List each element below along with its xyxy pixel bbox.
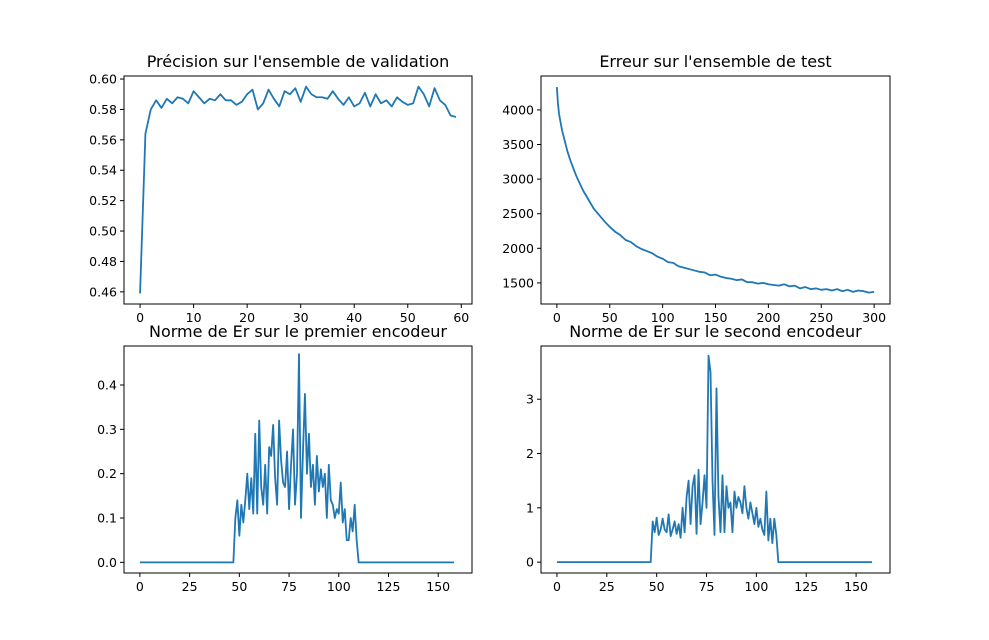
x-tick-label: 25 (182, 579, 198, 594)
chart-panel-4: 0 25 50 75 100 125 150 0 1 2 3 Norme de Er sur le s… (526, 322, 891, 594)
x-tick-label: 100 (651, 310, 675, 325)
axes-frame (123, 345, 473, 574)
axes-frame (123, 75, 473, 305)
x-tick-label: 10 (186, 310, 202, 325)
chart-panel-3: 0 25 50 75 100 125 150 0.0 0.1 0.2 0.3 0.4 Norme de … (97, 322, 473, 594)
x-tick-label: 50 (400, 310, 416, 325)
x-tick-label: 125 (794, 579, 818, 594)
x-tick-label: 50 (602, 310, 618, 325)
x-tick-label: 0 (553, 579, 561, 594)
y-tick-label: 1500 (502, 275, 534, 290)
chart-panel-1: 0 10 20 30 40 50 60 0.46 0.48 0.50 0.52 0.54 0.56 0.5… (89, 52, 473, 325)
x-tick-label: 125 (377, 579, 401, 594)
chart-panel-2: 0 50 100 150 200 250 300 1500 2000 2500 3000 3500 40… (502, 52, 891, 325)
x-tick-label: 100 (327, 579, 351, 594)
y-tick-label: 3500 (502, 137, 534, 152)
x-tick-label: 75 (281, 579, 297, 594)
x-tick-label: 300 (862, 310, 886, 325)
y-tick-label: 0.50 (89, 224, 117, 239)
x-tick-label: 200 (756, 310, 780, 325)
x-tick-label: 60 (453, 310, 469, 325)
chart-title: Norme de Er sur le premier encodeur (149, 322, 447, 341)
x-tick-label: 0 (553, 310, 561, 325)
y-tick-label: 4000 (502, 102, 534, 117)
chart-title: Précision sur l'ensemble de validation (147, 52, 450, 71)
x-tick-label: 25 (599, 579, 615, 594)
y-tick-label: 0.56 (89, 132, 117, 147)
y-tick-label: 0.1 (97, 511, 117, 526)
series-line (556, 354, 873, 564)
x-tick-label: 0 (136, 579, 144, 594)
x-tick-label: 250 (809, 310, 833, 325)
y-tick-label: 3 (526, 392, 534, 407)
x-tick-label: 150 (426, 579, 450, 594)
chart-title: Norme de Er sur le second encodeur (569, 322, 862, 341)
y-tick-label: 0.52 (89, 193, 117, 208)
y-tick-label: 0.60 (89, 72, 117, 87)
y-tick-label: 2000 (502, 241, 534, 256)
x-tick-label: 50 (231, 579, 247, 594)
x-tick-label: 150 (704, 310, 728, 325)
x-tick-label: 30 (293, 310, 309, 325)
y-tick-label: 0.2 (97, 466, 117, 481)
y-tick-label: 3000 (502, 172, 534, 187)
series-line (139, 85, 457, 294)
axes-frame (540, 75, 891, 305)
y-tick-label: 0.46 (89, 284, 117, 299)
y-tick-label: 0.3 (97, 422, 117, 437)
x-tick-label: 50 (649, 579, 665, 594)
axes-frame (540, 345, 891, 574)
chart-title: Erreur sur l'ensemble de test (599, 52, 831, 71)
y-tick-label: 0 (526, 555, 534, 570)
y-tick-label: 1 (526, 500, 534, 515)
y-tick-label: 0.48 (89, 254, 117, 269)
y-tick-label: 2500 (502, 206, 534, 221)
series-line (139, 353, 455, 564)
y-tick-label: 0.4 (97, 378, 117, 393)
x-tick-label: 0 (136, 310, 144, 325)
y-tick-label: 0.58 (89, 102, 117, 117)
x-tick-label: 100 (744, 579, 768, 594)
x-tick-label: 20 (239, 310, 255, 325)
x-tick-label: 75 (699, 579, 715, 594)
y-tick-label: 2 (526, 446, 534, 461)
y-tick-label: 0.54 (89, 163, 117, 178)
series-line (555, 87, 875, 294)
x-tick-label: 150 (844, 579, 868, 594)
y-tick-label: 0.0 (97, 555, 117, 570)
x-tick-label: 40 (346, 310, 362, 325)
